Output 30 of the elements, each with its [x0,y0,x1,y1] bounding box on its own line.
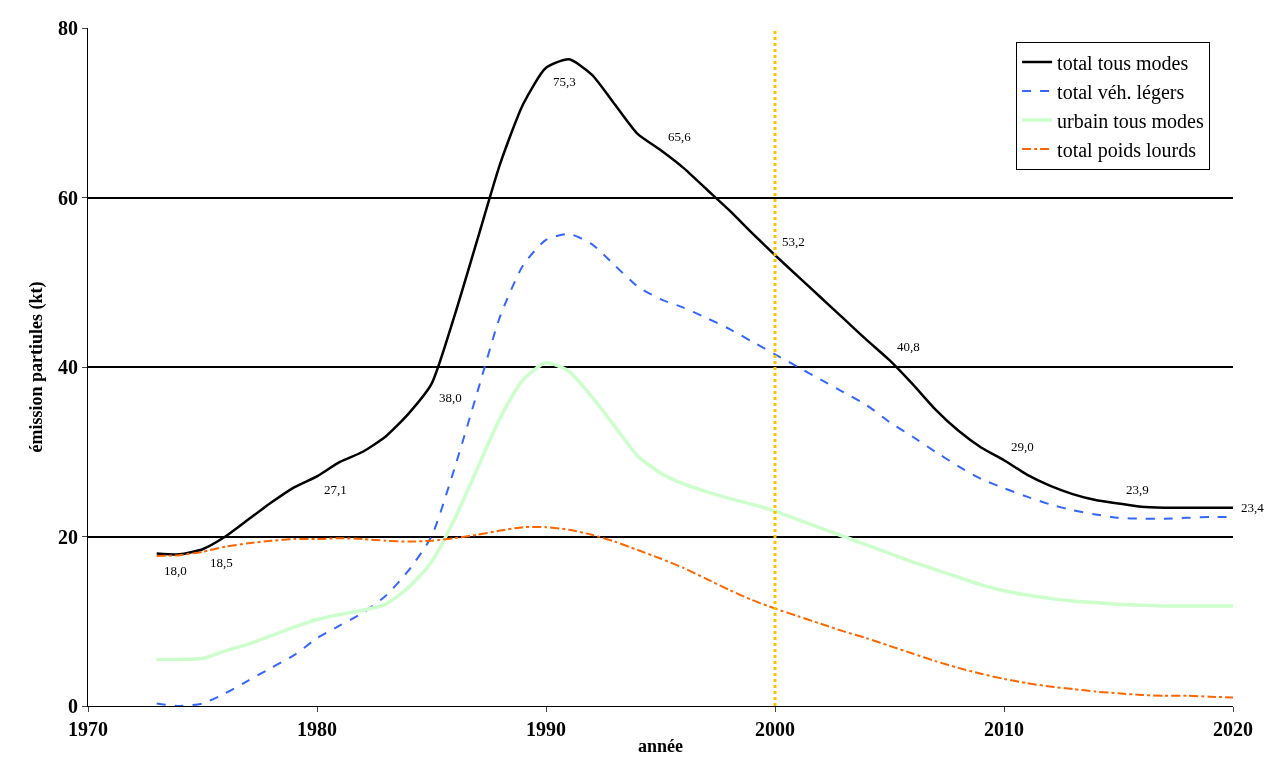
data-label: 75,3 [553,74,576,89]
x-tick-label: 1980 [297,718,337,740]
y-axis-title: émission partiules (kt) [26,281,47,453]
x-tick-label: 2010 [984,718,1024,740]
data-label: 18,5 [210,555,233,570]
legend-label: urbain tous modes [1057,109,1204,132]
data-label: 29,0 [1011,439,1034,454]
line-series [155,525,1233,699]
legend-label: total tous modes [1057,51,1189,74]
y-tick-label: 40 [58,356,78,378]
data-label: 40,8 [897,339,920,354]
y-tick-label: 20 [58,525,78,548]
y-tick-label: 60 [58,186,78,209]
legend-label: total véh. légers [1057,80,1185,104]
data-label: 53,2 [782,234,805,249]
x-axis-title: année [638,736,684,757]
x-tick-label: 1990 [526,718,566,740]
line-series [154,361,1233,662]
data-label: 65,6 [668,129,692,144]
x-tick-label: 2000 [755,718,795,740]
data-label: 23,9 [1126,482,1149,497]
data-label: 38,0 [439,390,462,405]
data-label: 18,0 [164,563,187,578]
y-tick-label: 0 [68,695,78,717]
x-tick-label: 2020 [1213,718,1253,740]
x-tick-label: 1970 [68,718,108,740]
legend-label: total poids lourds [1057,138,1197,162]
data-label: 27,1 [324,482,347,497]
y-tick-label: 80 [58,17,78,39]
data-label: 23,4 [1241,500,1265,515]
